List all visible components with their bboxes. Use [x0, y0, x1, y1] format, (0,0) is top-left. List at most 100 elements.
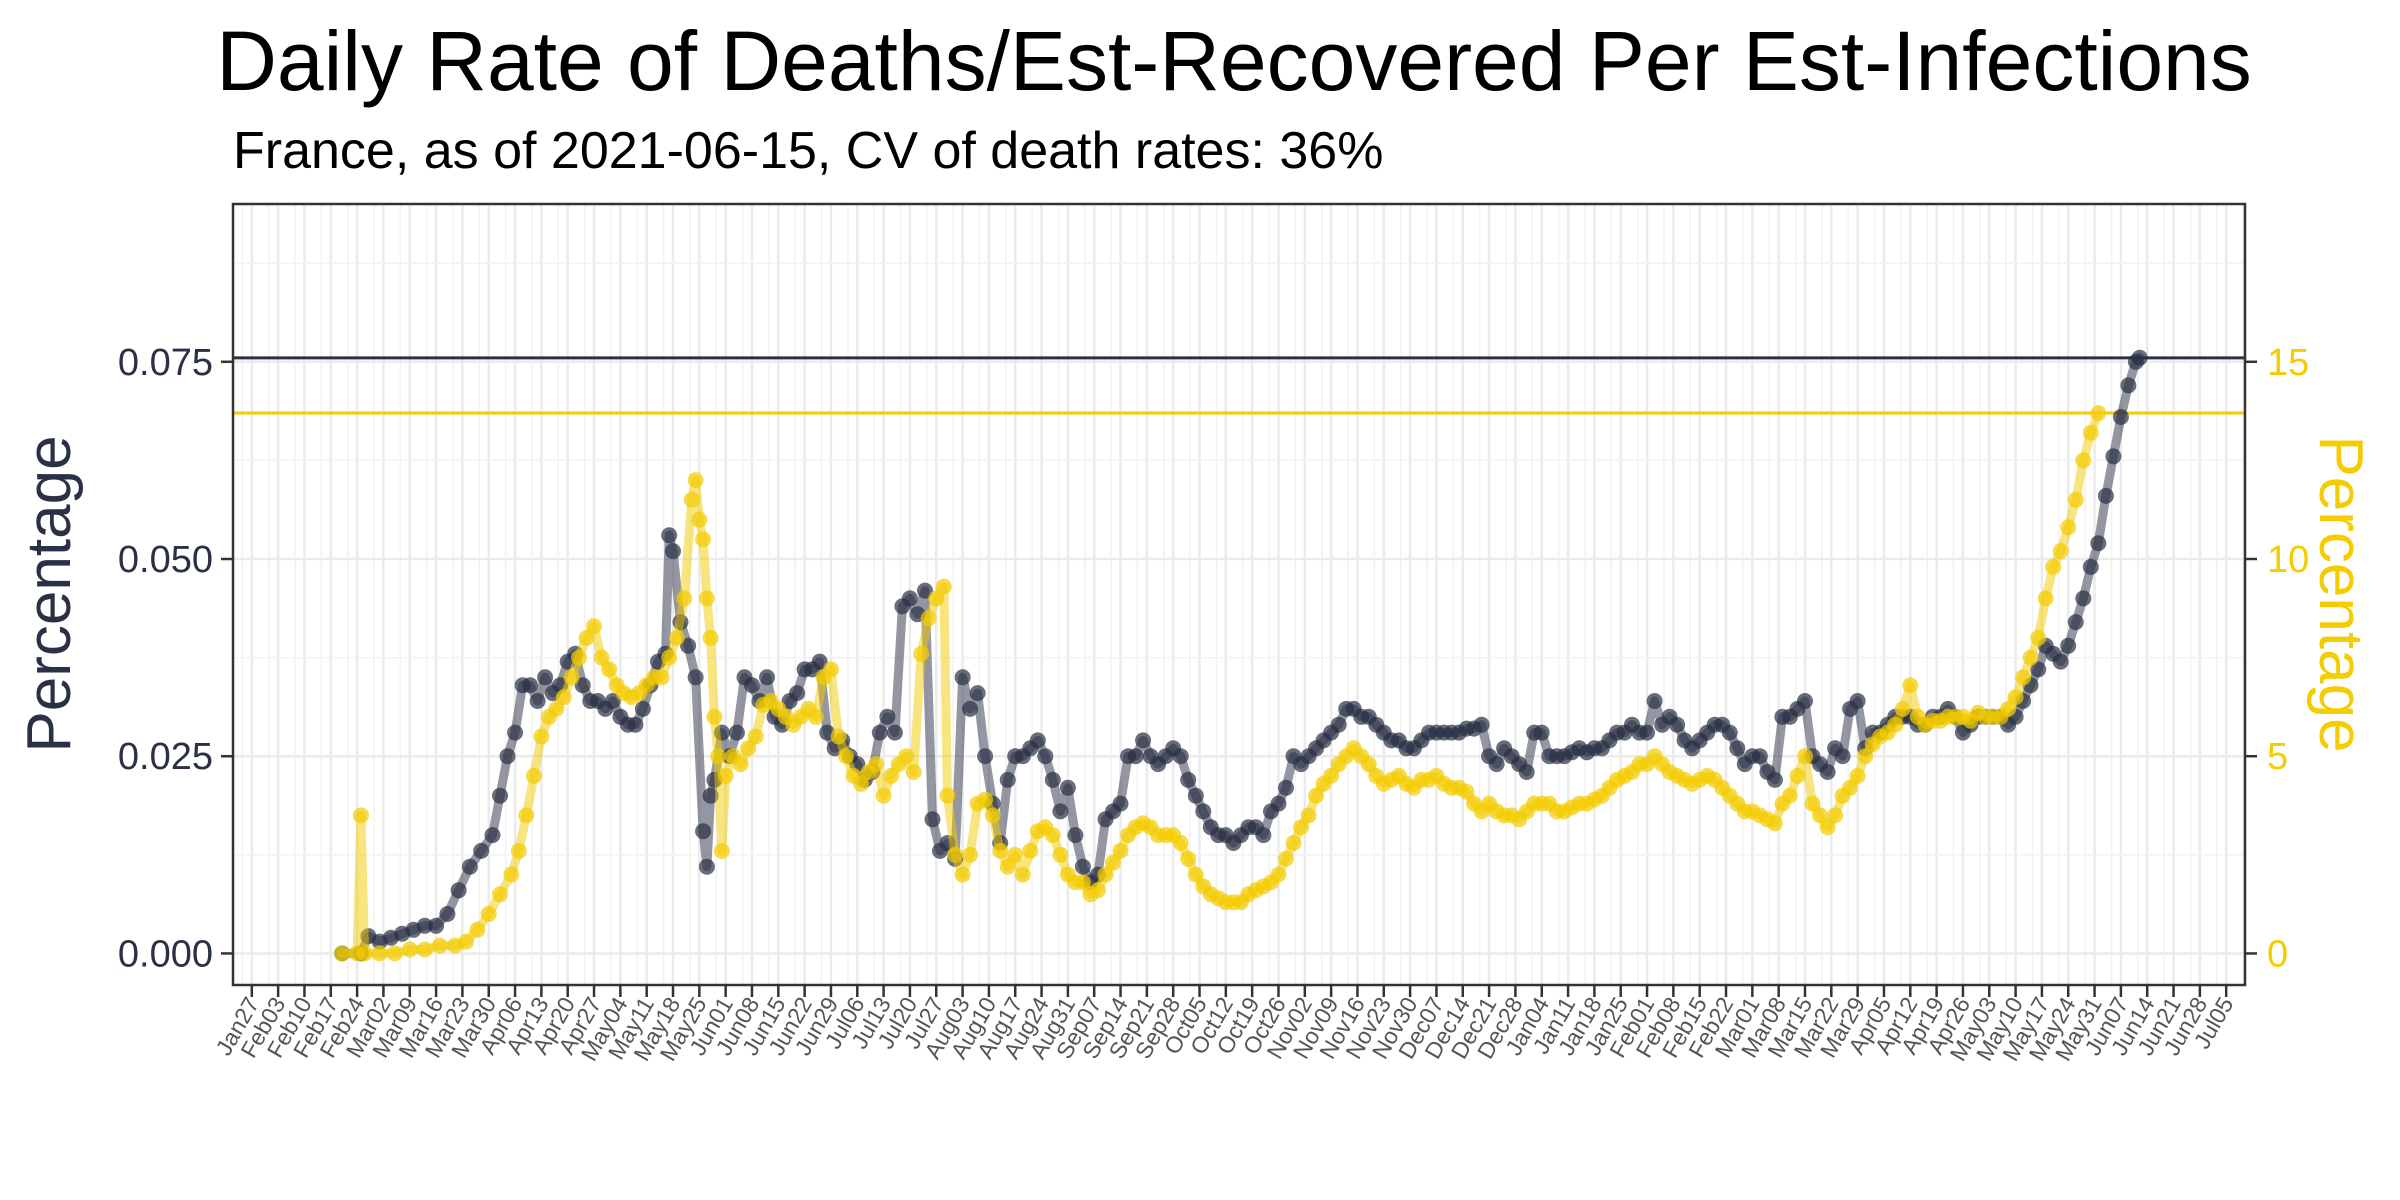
data-point	[386, 945, 403, 962]
data-point	[1127, 748, 1144, 765]
axis-layer: 0.0000.0250.0500.075051015Jan27Feb03Feb1…	[118, 202, 2309, 1065]
data-point	[2075, 452, 2092, 469]
data-point	[1458, 783, 1475, 800]
data-point	[1278, 779, 1294, 796]
data-point	[687, 669, 704, 686]
data-point	[702, 629, 719, 646]
data-point	[1360, 756, 1377, 773]
data-point	[830, 728, 847, 745]
data-point	[627, 716, 644, 733]
data-point	[356, 945, 373, 962]
data-point	[1729, 740, 1746, 757]
data-point	[653, 669, 670, 686]
data-point	[1090, 882, 1106, 899]
data-point	[838, 748, 854, 765]
data-point	[1044, 771, 1061, 788]
data-point	[334, 945, 351, 962]
data-point	[898, 748, 915, 765]
data-point	[1797, 693, 1813, 709]
data-point	[503, 866, 520, 883]
data-point	[2015, 669, 2032, 686]
data-point	[529, 693, 546, 709]
data-point	[416, 941, 433, 958]
data-point	[1849, 767, 1866, 784]
data-point	[1639, 724, 1655, 741]
data-point	[717, 767, 734, 784]
data-point	[698, 590, 715, 607]
y-tick-label-left: 0.025	[118, 736, 213, 778]
data-point	[2097, 487, 2114, 504]
y-tick-label-right: 5	[2267, 736, 2288, 778]
data-point	[928, 590, 945, 607]
data-point	[999, 771, 1016, 788]
data-point	[913, 645, 930, 662]
data-point	[947, 846, 964, 863]
data-point	[1473, 716, 1490, 733]
data-point	[1044, 827, 1061, 844]
data-point	[807, 708, 824, 725]
chart-title: Daily Rate of Deaths/Est-Recovered Per E…	[216, 14, 2252, 108]
data-point	[507, 724, 524, 741]
data-point	[2082, 424, 2099, 441]
data-point	[571, 649, 587, 666]
data-point	[2090, 405, 2107, 422]
series-right-axis	[334, 405, 2107, 962]
data-point	[924, 811, 941, 828]
data-point	[1180, 771, 1197, 788]
data-point	[1857, 748, 1874, 765]
data-point	[939, 787, 956, 804]
data-point	[984, 807, 1001, 824]
y-tick-label-left: 0.075	[118, 342, 213, 384]
reference-lines	[233, 356, 2245, 415]
data-point	[920, 610, 937, 627]
data-point	[1842, 779, 1859, 796]
data-point	[1255, 827, 1272, 844]
data-point	[1112, 842, 1129, 859]
data-point	[695, 531, 712, 548]
data-point	[744, 677, 760, 694]
data-point	[1278, 850, 1294, 867]
data-point	[604, 693, 621, 709]
data-point	[1827, 807, 1844, 824]
data-point	[1052, 846, 1069, 863]
data-point	[668, 629, 685, 646]
data-point	[586, 618, 602, 635]
data-point	[935, 578, 952, 595]
data-point	[1187, 866, 1204, 883]
data-point	[484, 827, 501, 844]
data-point	[728, 724, 745, 741]
data-point	[680, 637, 697, 654]
data-point	[2075, 590, 2092, 607]
data-point	[1097, 866, 1114, 883]
data-point	[2022, 649, 2039, 666]
data-point	[1187, 787, 1204, 804]
data-point	[428, 917, 445, 934]
data-point	[702, 787, 719, 804]
data-point	[2000, 700, 2017, 717]
data-point	[1067, 827, 1084, 844]
data-point	[1052, 803, 1069, 820]
data-point	[713, 842, 730, 859]
data-point	[2045, 558, 2062, 575]
data-point	[710, 748, 727, 765]
data-point	[2082, 558, 2099, 575]
data-point	[871, 724, 888, 741]
data-point	[2037, 590, 2054, 607]
data-point	[1270, 866, 1287, 883]
data-point	[1029, 732, 1046, 749]
data-point	[1323, 767, 1340, 784]
data-point	[555, 689, 572, 706]
data-point	[480, 906, 497, 922]
data-point	[518, 807, 535, 824]
data-point	[811, 653, 828, 670]
data-point	[492, 787, 508, 804]
data-point	[1014, 866, 1031, 883]
data-point	[1105, 854, 1121, 871]
data-point	[601, 661, 618, 678]
data-point	[2131, 349, 2148, 366]
data-point	[1007, 846, 1024, 863]
data-point	[469, 921, 486, 938]
data-point	[1887, 716, 1904, 733]
data-point	[458, 933, 475, 950]
